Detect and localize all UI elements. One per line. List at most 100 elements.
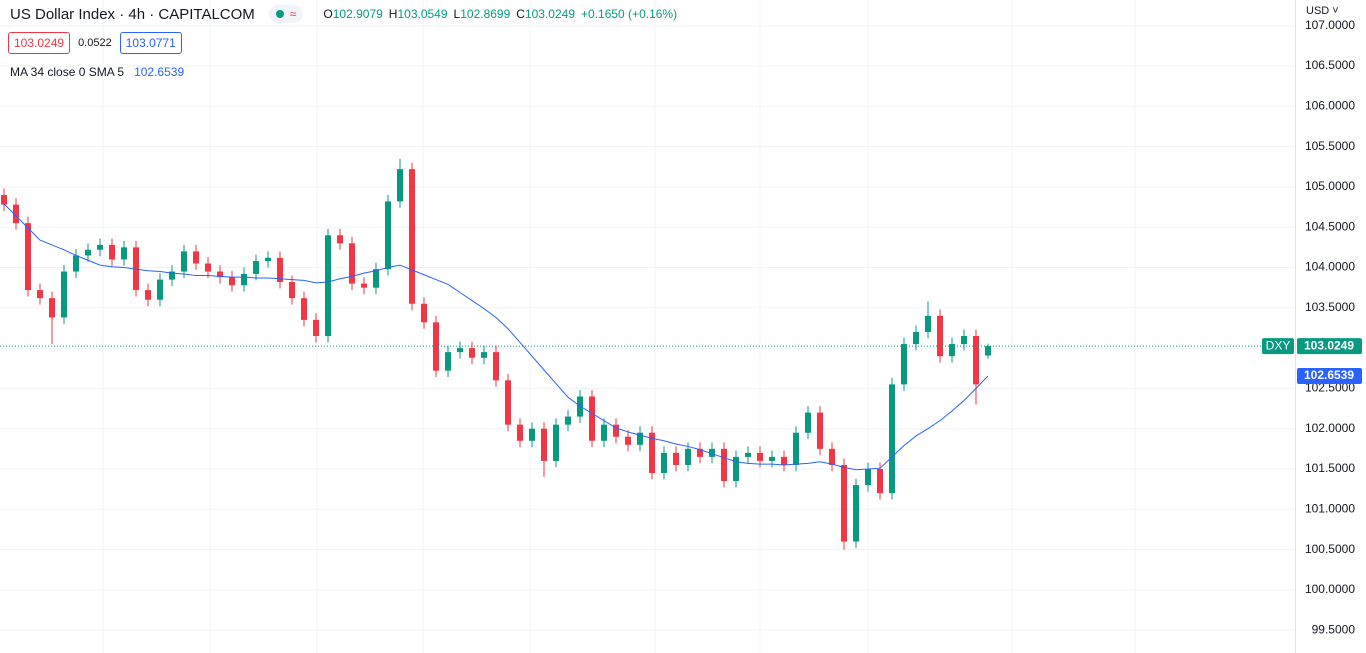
candle-body [949,344,955,357]
candle-body [793,432,799,465]
buy-button[interactable]: 103.0771 [119,32,182,54]
candle-body [445,352,451,371]
candle-body [265,257,271,262]
sell-button[interactable]: 103.0249 [8,32,71,54]
status-icon: ≈ [289,7,297,21]
candle-body [277,257,283,283]
last-price-tag-bg [1297,338,1362,355]
candle-body [541,428,547,461]
candle-body [157,279,163,300]
candle-body [241,273,247,286]
y-tick-label: 105.5000 [1305,139,1355,153]
y-tick-label: 107.0000 [1305,18,1355,32]
candle-body [349,243,355,284]
candle-body [205,263,211,272]
currency-selector[interactable]: USD ˅ [1306,5,1339,17]
candle-body [409,169,415,304]
candle-body [301,298,307,320]
symbol-tag: DXY [1266,338,1291,352]
candle-body [529,428,535,441]
candle-body [325,235,331,337]
candle-body [985,346,991,356]
candle-body [469,348,475,358]
candle-body [397,169,403,202]
candle-body [877,468,883,494]
candle-body [961,336,967,345]
y-tick-label: 104.0000 [1305,260,1355,274]
y-tick-label: 100.0000 [1305,582,1355,596]
horizontal-grid [0,25,1295,631]
candle-body [697,448,703,457]
indicator-name: MA 34 close 0 SMA 5 [10,65,125,79]
ma-price-tag-bg [1297,367,1362,384]
market-status[interactable]: ≈ [268,5,304,23]
y-tick-label: 102.0000 [1305,421,1355,435]
candle-body [517,424,523,441]
indicator-value: 102.6539 [134,65,185,79]
candle-body [289,282,295,299]
candle-body [121,247,127,260]
candle-body [937,315,943,357]
spread: 0.0522 [78,37,112,49]
candle-body [169,271,175,280]
indicator-legend: MA 34 close 0 SMA 5 102.6539 [10,65,184,79]
ohlc-low: 102.8699 [460,7,511,21]
ohlc-key: O [323,7,333,21]
y-tick-label: 103.5000 [1305,300,1355,314]
candle-body [457,348,463,353]
candle-body [673,452,679,465]
y-tick-label: 105.0000 [1305,179,1355,193]
candle-body [637,432,643,445]
candle-body [193,251,199,264]
candle-body [613,424,619,437]
candle-body [745,452,751,457]
quote-row: 103.0249 0.0522 103.0771 [8,32,182,54]
y-tick-label: 102.5000 [1305,381,1355,395]
y-tick-label: 106.0000 [1305,98,1355,112]
candle-body [901,344,907,385]
candle-body [769,456,775,461]
candle-body [757,452,763,461]
candle-body [181,251,187,272]
candle-body [973,336,979,385]
candle-body [649,432,655,474]
currency-label: USD [1306,5,1330,17]
candle-body [841,464,847,542]
candle-body [661,452,667,474]
candle-body [361,283,367,288]
candle-body [109,244,115,260]
legend-header: US Dollar Index · 4h · CAPITALCOM ≈ O 102… [10,5,677,23]
candle-body [853,485,859,542]
candle-body [229,277,235,286]
candle-body [913,331,919,345]
symbol-tag-bg [1262,338,1294,355]
y-tick-label: 101.5000 [1305,461,1355,475]
moving-average-line [3,203,989,471]
candle-body [337,235,343,244]
candle-body [49,298,55,318]
y-tick-label: 99.5000 [1312,622,1356,636]
candle-body [601,424,607,441]
ohlc-change: +0.1650 (+0.16%) [581,7,678,21]
ohlc-open: 102.9079 [332,7,383,21]
candle-body [85,249,91,256]
candle-body [1,194,7,205]
status-dot [275,10,284,18]
candle-body [589,396,595,441]
y-tick-label: 104.5000 [1305,219,1355,233]
candle-body [505,380,511,425]
vertical-grid [102,0,1136,653]
candle-body [805,412,811,433]
candle-body [865,468,871,486]
candle-body [145,290,151,300]
candle-body [889,384,895,494]
candle-body [733,456,739,482]
candle-body [73,255,79,272]
candle-body [37,290,43,299]
ohlc-close: 103.0249 [524,7,576,21]
candle-body [685,448,691,465]
candle-body [721,448,727,482]
ohlc-key: H [388,7,398,21]
candle-body [565,416,571,425]
y-tick-label: 101.0000 [1305,501,1355,515]
